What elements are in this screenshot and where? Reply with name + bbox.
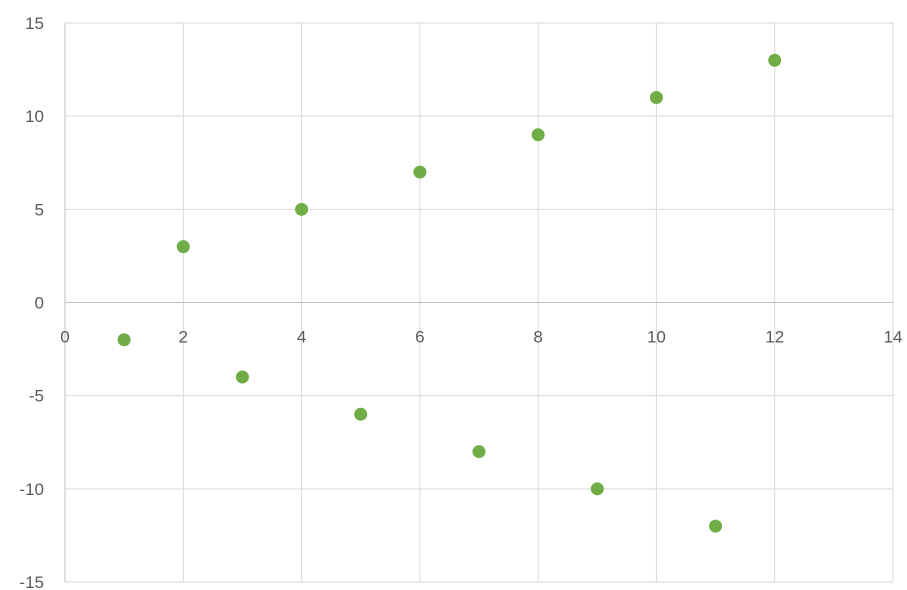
data-point	[176, 240, 190, 254]
data-point	[235, 370, 249, 384]
y-tick-label: 0	[35, 294, 44, 313]
x-tick-label: 6	[415, 328, 424, 347]
x-tick-label: 12	[765, 328, 784, 347]
data-point	[590, 482, 604, 496]
data-point	[472, 445, 486, 459]
x-tick-label: 0	[60, 328, 69, 347]
y-tick-label: -5	[29, 387, 44, 406]
x-tick-labels: 0 2 4 6 8 10 12 14	[60, 328, 902, 347]
x-tick-label: 14	[884, 328, 903, 347]
data-point	[531, 128, 545, 142]
y-tick-label: 10	[25, 107, 44, 126]
data-point	[295, 202, 309, 216]
data-points	[117, 53, 782, 533]
y-tick-label: -10	[19, 480, 44, 499]
axes	[64, 23, 893, 582]
data-point	[709, 519, 723, 533]
data-point	[117, 333, 131, 347]
y-tick-label: 15	[25, 14, 44, 33]
data-point	[413, 165, 427, 179]
data-point	[649, 91, 663, 105]
data-point	[768, 53, 782, 67]
data-point	[354, 407, 368, 421]
y-tick-label: -15	[19, 573, 44, 590]
x-tick-label: 10	[647, 328, 666, 347]
y-tick-labels: -15 -10 -5 0 5 10 15	[19, 14, 44, 590]
x-tick-label: 2	[179, 328, 188, 347]
x-tick-label: 4	[297, 328, 306, 347]
x-tick-label: 8	[533, 328, 542, 347]
y-tick-label: 5	[35, 200, 44, 219]
